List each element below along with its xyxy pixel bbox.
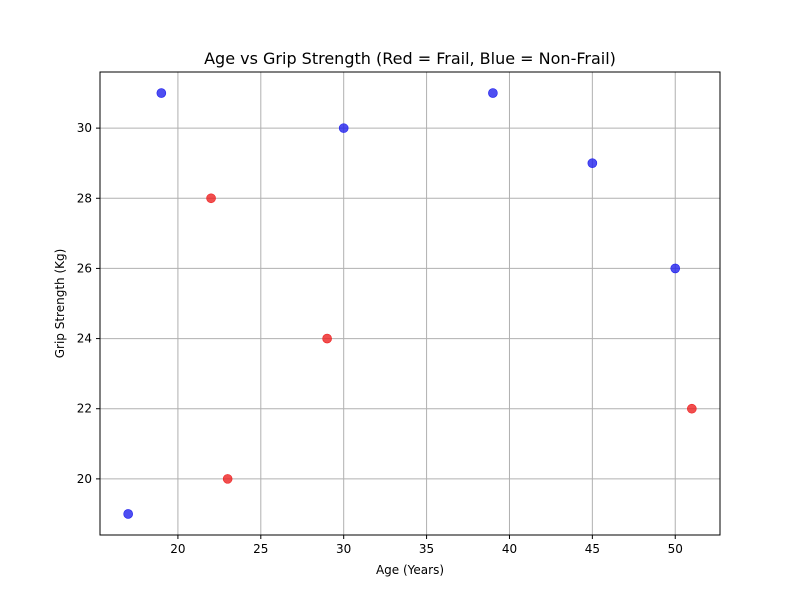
x-tick-label: 35	[419, 542, 434, 556]
frail-point	[222, 474, 233, 484]
y-axis-title: Grip Strength (Kg)	[53, 249, 67, 359]
x-tick-label: 40	[502, 542, 517, 556]
y-tick-label: 22	[77, 402, 92, 416]
non-frail-point	[156, 88, 167, 98]
x-tick-label: 25	[253, 542, 268, 556]
non-frail-point	[670, 263, 681, 274]
frail-point	[206, 193, 216, 204]
x-tick-label: 20	[170, 542, 185, 556]
axis-ticks: 20 25 30 35 40 45 50 20 22 24 26 28 30	[77, 121, 683, 556]
non-frail-point	[488, 88, 498, 98]
x-axis-title: Age (Years)	[376, 563, 444, 577]
frail-point	[322, 333, 332, 344]
chart-title: Age vs Grip Strength (Red = Frail, Blue …	[204, 49, 616, 68]
x-tick-label: 45	[585, 542, 600, 556]
grid-lines	[100, 72, 720, 535]
data-points	[123, 88, 697, 519]
y-tick-label: 20	[77, 472, 92, 486]
x-tick-label: 50	[668, 542, 683, 556]
non-frail-point	[123, 509, 133, 519]
y-tick-label: 28	[77, 191, 92, 205]
x-tick-label: 30	[336, 542, 351, 556]
non-frail-point	[587, 158, 598, 168]
plot-frame	[99, 71, 721, 536]
y-tick-label: 30	[77, 121, 92, 135]
y-tick-label: 24	[77, 332, 92, 346]
non-frail-point	[338, 123, 349, 133]
frail-point	[687, 403, 697, 414]
y-tick-label: 26	[77, 261, 92, 275]
